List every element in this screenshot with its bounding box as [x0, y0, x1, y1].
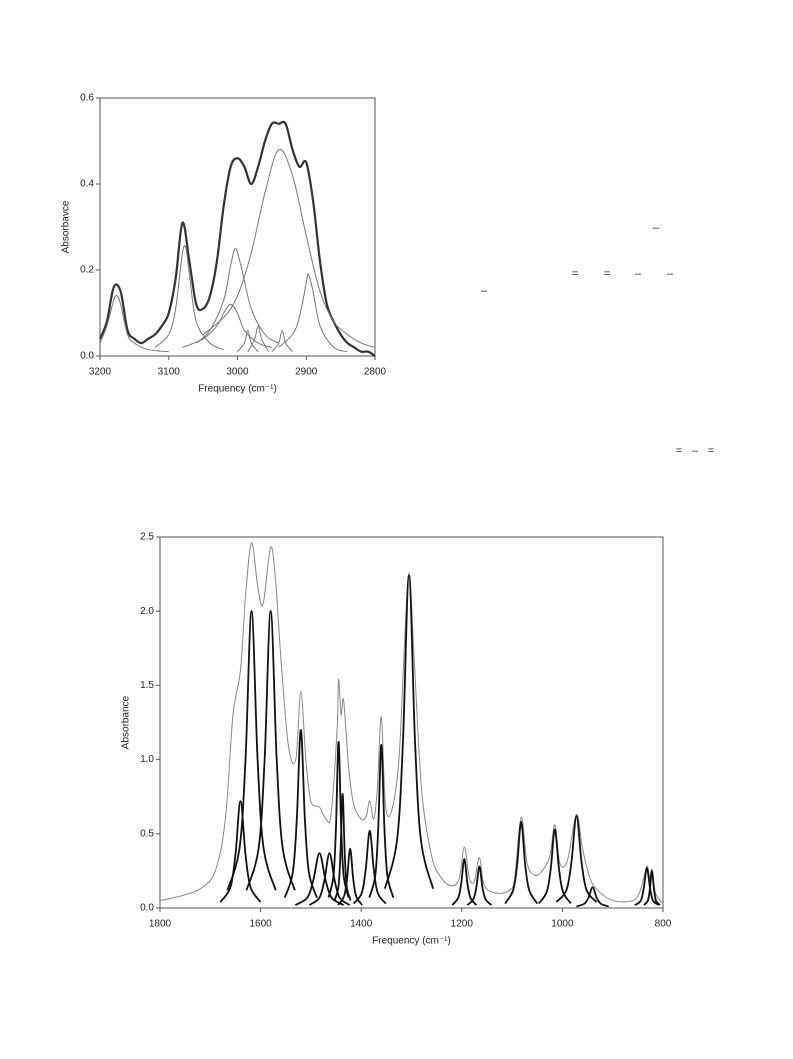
- x-tick-label: 1800: [149, 919, 172, 930]
- component-line: [504, 821, 539, 905]
- text-fragment: –: [692, 445, 699, 457]
- component-line: [245, 610, 296, 891]
- component-line: [352, 829, 387, 905]
- x-axis-label: Frequency (cm⁻¹): [198, 384, 277, 395]
- component-line: [451, 858, 478, 906]
- component-line: [247, 325, 269, 352]
- x-tick-label: 1400: [350, 919, 373, 930]
- component-line: [154, 245, 224, 351]
- component-line: [327, 740, 350, 898]
- plot-frame: [159, 536, 664, 909]
- y-tick-label: 0.4: [80, 179, 94, 190]
- component-line: [466, 865, 493, 906]
- text-fragment: =: [708, 445, 714, 457]
- y-tick-label: 0.6: [80, 93, 94, 104]
- x-tick-label: 1600: [249, 919, 272, 930]
- component-line: [283, 729, 318, 898]
- component-line: [226, 610, 277, 891]
- y-tick-label: 0.0: [80, 351, 94, 362]
- text-fragment: =: [572, 268, 578, 280]
- x-tick-label: 800: [655, 919, 672, 930]
- text-fragment: =: [676, 445, 682, 457]
- x-tick-label: 1200: [451, 919, 474, 930]
- y-tick-label: 0.2: [80, 265, 94, 276]
- component-line: [555, 815, 598, 903]
- component-line: [308, 852, 351, 906]
- x-tick-label: 3200: [89, 367, 112, 378]
- x-tick-label: 3000: [226, 367, 249, 378]
- component-line: [278, 273, 348, 353]
- y-tick-label: 1.5: [140, 680, 154, 691]
- component-line: [219, 800, 262, 903]
- envelope-line: [159, 542, 664, 904]
- y-tick-label: 1.0: [140, 754, 154, 765]
- text-fragment: –: [653, 222, 660, 234]
- text-fragment: –: [635, 268, 642, 280]
- component-line: [634, 867, 660, 906]
- x-tick-label: 2900: [295, 367, 318, 378]
- component-line: [368, 743, 395, 898]
- y-tick-label: 2.0: [140, 606, 154, 617]
- component-line: [195, 248, 280, 344]
- component-line: [294, 852, 345, 906]
- text-fragment: –: [481, 285, 488, 297]
- y-tick-label: 2.5: [140, 532, 154, 543]
- y-axis-label: Absorbance: [121, 695, 132, 749]
- component-line: [576, 886, 609, 908]
- y-axis-label: Absorbavce: [61, 200, 72, 253]
- component-line: [337, 847, 363, 906]
- x-axis-label: Frequency (cm⁻¹): [372, 936, 451, 947]
- x-tick-label: 1000: [551, 919, 574, 930]
- component-line: [383, 574, 435, 889]
- text-fragment: –: [667, 268, 674, 280]
- component-line: [643, 870, 661, 906]
- component-line: [237, 329, 259, 353]
- x-tick-label: 2800: [364, 367, 387, 378]
- component-line: [271, 329, 293, 353]
- envelope-line: [98, 120, 376, 357]
- y-tick-label: 0.0: [140, 903, 154, 914]
- component-line: [202, 148, 376, 348]
- component-line: [538, 828, 572, 905]
- component-line: [99, 294, 169, 353]
- y-tick-label: 0.5: [140, 828, 154, 839]
- plot-frame: [99, 97, 376, 357]
- text-fragment: =: [604, 268, 610, 280]
- x-tick-label: 3100: [158, 367, 181, 378]
